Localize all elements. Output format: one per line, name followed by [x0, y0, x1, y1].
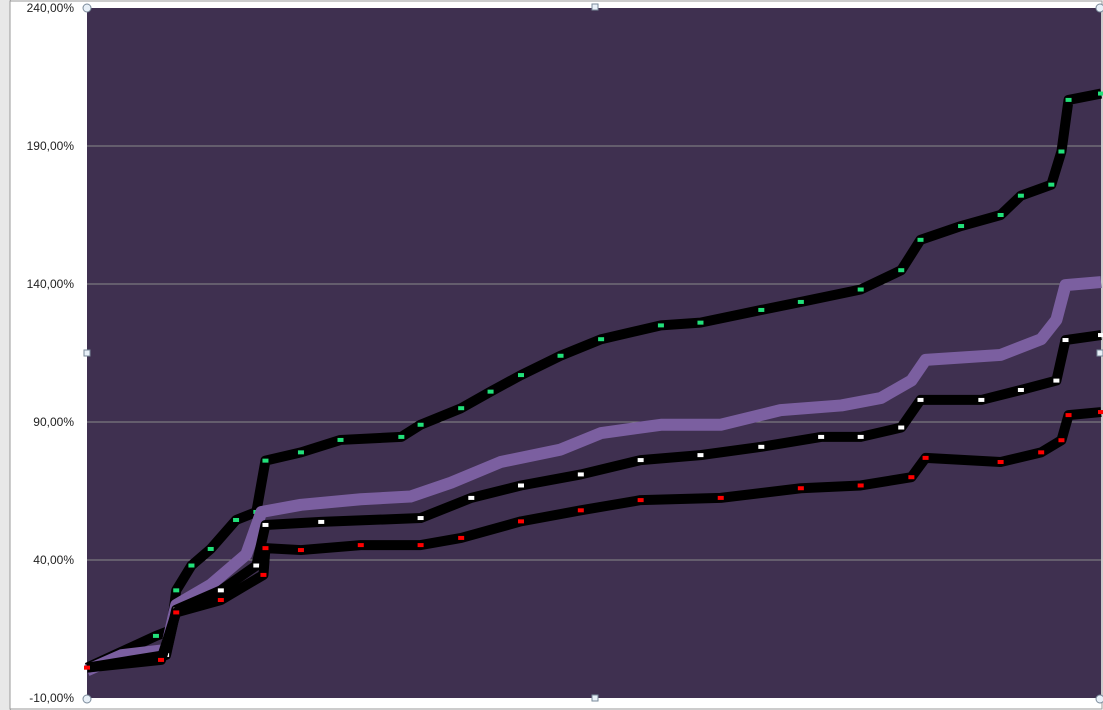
data-point-marker[interactable]	[468, 495, 475, 500]
series-group	[84, 88, 1103, 676]
series-1[interactable]	[84, 276, 1102, 676]
data-point-marker[interactable]	[297, 548, 304, 553]
data-point-marker[interactable]	[978, 397, 985, 402]
data-point-marker[interactable]	[917, 397, 924, 402]
data-point-marker[interactable]	[1053, 378, 1060, 383]
resize-handle-top-left[interactable]	[82, 3, 92, 13]
y-tick-label: 90,00%	[33, 415, 74, 429]
y-axis-tick-labels: -10,00% 40,00% 90,00% 140,00% 190,00% 24…	[27, 1, 75, 705]
data-point-marker[interactable]	[458, 406, 465, 411]
series-0[interactable]	[84, 88, 1103, 673]
data-point-marker[interactable]	[398, 434, 405, 439]
data-point-marker[interactable]	[417, 422, 424, 427]
data-point-marker[interactable]	[1062, 338, 1069, 343]
data-point-marker[interactable]	[517, 373, 524, 378]
data-point-marker[interactable]	[908, 475, 915, 480]
data-point-marker[interactable]	[318, 519, 325, 524]
data-point-marker[interactable]	[253, 563, 260, 568]
data-point-marker[interactable]	[152, 633, 159, 638]
data-point-marker[interactable]	[818, 434, 825, 439]
data-point-marker[interactable]	[297, 450, 304, 455]
data-point-marker[interactable]	[417, 516, 424, 521]
data-point-marker[interactable]	[1038, 450, 1045, 455]
data-point-marker[interactable]	[337, 437, 344, 442]
resize-handle-bottom-left[interactable]	[82, 694, 92, 704]
selection-handles[interactable]	[82, 3, 1103, 704]
resize-handle-bottom-right[interactable]	[1095, 694, 1103, 704]
data-point-marker[interactable]	[857, 287, 864, 292]
data-point-marker[interactable]	[857, 434, 864, 439]
data-point-marker[interactable]	[417, 543, 424, 548]
data-point-marker[interactable]	[898, 268, 905, 273]
data-point-marker[interactable]	[1098, 333, 1103, 338]
data-point-marker[interactable]	[217, 588, 224, 593]
data-point-marker[interactable]	[997, 460, 1004, 465]
data-point-marker[interactable]	[637, 498, 644, 503]
y-tick-label: 240,00%	[27, 1, 75, 15]
data-point-marker[interactable]	[158, 657, 165, 662]
data-point-marker[interactable]	[517, 483, 524, 488]
data-point-marker[interactable]	[1058, 438, 1065, 443]
y-tick-label: 40,00%	[33, 553, 74, 567]
data-point-marker[interactable]	[1048, 182, 1055, 187]
data-point-marker[interactable]	[898, 425, 905, 430]
data-point-marker[interactable]	[1017, 193, 1024, 198]
data-point-marker[interactable]	[997, 213, 1004, 217]
data-point-marker[interactable]	[188, 563, 195, 568]
resize-handle-top[interactable]	[591, 3, 599, 11]
data-point-marker[interactable]	[577, 508, 584, 513]
data-point-marker[interactable]	[917, 237, 924, 242]
data-point-marker[interactable]	[207, 546, 214, 551]
data-point-marker[interactable]	[517, 519, 524, 524]
y-tick-label: 190,00%	[27, 139, 75, 153]
data-point-marker[interactable]	[260, 572, 267, 577]
data-point-marker[interactable]	[758, 444, 765, 449]
series-line[interactable]	[84, 276, 1102, 676]
data-point-marker[interactable]	[458, 535, 465, 540]
data-point-marker[interactable]	[173, 588, 180, 593]
resize-handle-bottom[interactable]	[591, 694, 599, 702]
data-point-marker[interactable]	[557, 353, 564, 358]
data-point-marker[interactable]	[758, 307, 765, 312]
data-point-marker[interactable]	[797, 486, 804, 491]
y-tick-label: 140,00%	[27, 277, 75, 291]
data-point-marker[interactable]	[1098, 91, 1103, 96]
data-point-marker[interactable]	[487, 389, 494, 394]
data-point-marker[interactable]	[637, 458, 644, 463]
series-line[interactable]	[84, 88, 1102, 673]
data-point-marker[interactable]	[1098, 410, 1103, 415]
data-point-marker[interactable]	[262, 546, 269, 551]
resize-handle-top-right[interactable]	[1095, 3, 1103, 13]
data-point-marker[interactable]	[357, 543, 364, 548]
y-tick-label: -10,00%	[29, 691, 74, 705]
gridlines	[87, 145, 1101, 561]
data-point-marker[interactable]	[233, 517, 240, 522]
data-point-marker[interactable]	[857, 483, 864, 488]
data-point-marker[interactable]	[697, 320, 704, 325]
data-point-marker[interactable]	[1058, 149, 1065, 154]
data-point-marker[interactable]	[262, 458, 269, 463]
data-point-marker[interactable]	[262, 522, 269, 527]
data-point-marker[interactable]	[697, 453, 704, 458]
data-point-marker[interactable]	[217, 598, 224, 603]
data-point-marker[interactable]	[717, 495, 724, 500]
data-point-marker[interactable]	[577, 472, 584, 477]
resize-handle-right[interactable]	[1096, 349, 1103, 357]
data-point-marker[interactable]	[1065, 413, 1072, 418]
data-point-marker[interactable]	[1065, 97, 1072, 102]
data-point-marker[interactable]	[598, 337, 605, 342]
data-point-marker[interactable]	[173, 610, 180, 615]
data-point-marker[interactable]	[922, 455, 929, 460]
data-point-marker[interactable]	[84, 665, 90, 670]
data-point-marker[interactable]	[958, 224, 965, 229]
data-point-marker[interactable]	[797, 299, 804, 304]
resize-handle-left[interactable]	[83, 349, 91, 357]
data-point-marker[interactable]	[1017, 387, 1024, 392]
data-point-marker[interactable]	[657, 323, 664, 328]
series-3[interactable]	[84, 407, 1103, 673]
